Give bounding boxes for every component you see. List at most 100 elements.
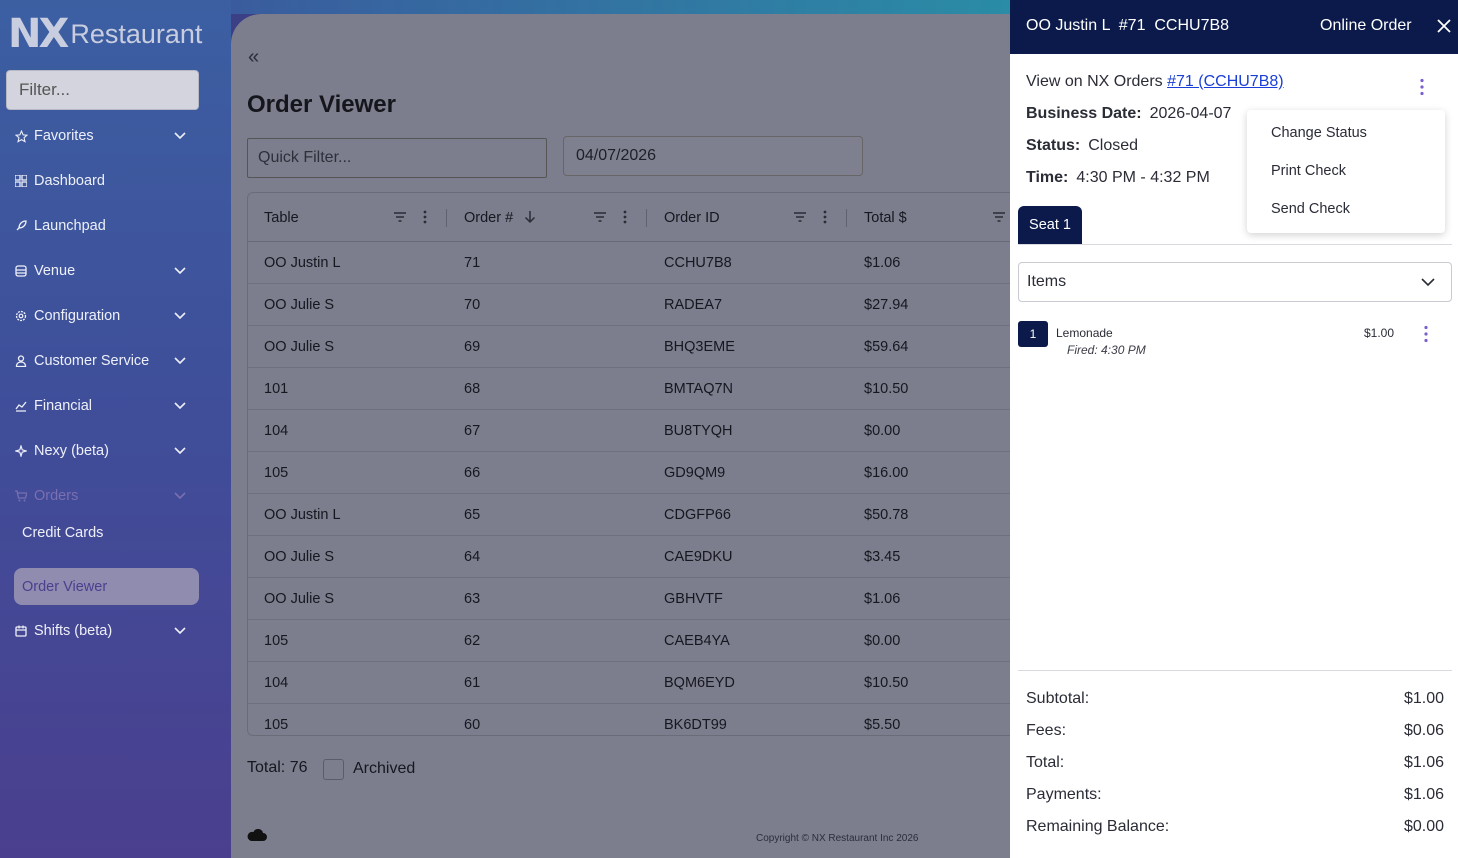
table-row[interactable]: 105 62 CAEB4YA $0.00 [248,620,1027,662]
column-header-total[interactable]: Total $ [864,209,907,226]
sidebar-item-configuration[interactable]: Configuration [0,298,231,334]
sidebar-item-order-viewer[interactable]: Order Viewer [14,568,199,605]
drawer-title: OO Justin L #71 CCHU7B8 [1026,17,1230,34]
sidebar-item-launchpad[interactable]: Launchpad [0,208,231,244]
column-separator[interactable] [646,209,647,227]
sidebar-item-nexy[interactable]: Nexy (beta) [0,433,231,469]
column-separator[interactable] [446,209,447,227]
cell-total: $0.00 [864,423,901,439]
close-icon[interactable] [1436,18,1452,34]
archived-label: Archived [353,760,416,777]
chevron-down-icon [174,357,186,365]
tab-seat-1[interactable]: Seat 1 [1018,206,1082,244]
archived-checkbox[interactable] [323,759,344,780]
app-logo[interactable]: NX Restaurant [8,14,202,54]
cell-order-number: 60 [464,717,481,733]
chevron-down-icon [174,447,186,455]
business-date-value: 2026-04-07 [1149,105,1232,122]
sidebar-item-label: Launchpad [34,218,106,234]
item-quantity: 1 [1018,321,1048,347]
sidebar-item-favorites[interactable]: Favorites [0,118,231,154]
table-row[interactable]: OO Julie S 64 CAE9DKU $3.45 [248,536,1027,578]
table-row[interactable]: OO Julie S 70 RADEA7 $27.94 [248,284,1027,326]
quick-filter-input[interactable]: Quick Filter... [247,138,547,178]
menu-item-print-check[interactable]: Print Check [1271,163,1346,179]
cell-total: $0.00 [864,633,901,649]
column-menu-icon[interactable] [418,210,432,224]
cell-order-number: 68 [464,381,481,397]
sidebar-item-orders[interactable]: Orders [0,478,231,514]
table-row[interactable]: OO Julie S 63 GBHVTF $1.06 [248,578,1027,620]
items-dropdown[interactable]: Items [1018,262,1452,302]
business-date-label: Business Date: [1026,105,1142,122]
menu-item-change-status[interactable]: Change Status [1271,125,1367,141]
summary-remaining-balance: Remaining Balance: $0.00 [1026,818,1444,836]
column-header-order-number[interactable]: Order # [464,209,514,226]
sidebar-item-financial[interactable]: Financial [0,388,231,424]
sidebar-item-credit-cards[interactable]: Credit Cards [22,525,104,541]
sidebar-item-label: Configuration [34,308,121,324]
cell-table: 105 [264,465,289,481]
cell-table: 105 [264,717,289,733]
column-separator[interactable] [846,209,847,227]
filter-icon[interactable] [793,210,807,224]
table-row[interactable]: 105 60 BK6DT99 $5.50 [248,704,1027,735]
column-header-table[interactable]: Table [264,209,299,226]
summary-value: $0.00 [1403,818,1444,835]
table-row[interactable]: 101 68 BMTAQ7N $10.50 [248,368,1027,410]
sidebar-item-label: Customer Service [34,353,150,369]
item-fired-time: Fired: 4:30 PM [1067,343,1146,357]
sidebar-item-venue[interactable]: Venue [0,253,231,289]
sidebar-item-customer-service[interactable]: Customer Service [0,343,231,379]
sort-desc-icon[interactable] [523,210,537,224]
summary-divider [1018,670,1452,671]
collapse-sidebar-icon[interactable]: « [248,46,260,68]
chevron-down-icon [174,267,186,275]
column-menu-icon[interactable] [618,210,632,224]
column-menu-icon[interactable] [818,210,832,224]
table-row[interactable]: OO Justin L 65 CDGFP66 $50.78 [248,494,1027,536]
sidebar-item-label: Venue [34,263,76,279]
star-icon [14,129,28,143]
table-row[interactable]: 104 61 BQM6EYD $10.50 [248,662,1027,704]
sidebar-item-dashboard[interactable]: Dashboard [0,163,231,199]
cell-order-id: BQM6EYD [664,675,735,691]
item-price: $1.00 [1364,326,1395,340]
date-picker[interactable]: 04/07/2026 [563,136,863,176]
cell-table: OO Justin L [264,255,341,271]
sidebar-item-label: Orders [34,488,79,504]
item-options-icon[interactable] [1423,325,1429,343]
table-row[interactable]: OO Justin L 71 CCHU7B8 $1.06 [248,242,1027,284]
more-options-icon[interactable] [1419,78,1425,96]
table-row[interactable]: 105 66 GD9QM9 $16.00 [248,452,1027,494]
status-value: Closed [1088,137,1139,154]
sidebar-item-shifts[interactable]: Shifts (beta) [0,613,231,649]
filter-icon[interactable] [593,210,607,224]
dashboard-icon [14,174,28,188]
summary-value: $1.06 [1403,786,1444,803]
column-header-order-id[interactable]: Order ID [664,209,720,226]
filter-icon[interactable] [393,210,407,224]
menu-item-send-check[interactable]: Send Check [1271,201,1350,217]
filter-icon[interactable] [992,210,1006,224]
sidebar-item-label: Financial [34,398,93,414]
summary-label: Remaining Balance: [1026,818,1170,835]
chevron-down-icon[interactable] [1420,275,1436,289]
view-prefix: View on NX Orders [1026,73,1163,90]
cell-order-number: 62 [464,633,481,649]
sidebar-item-label: Dashboard [34,173,105,189]
summary-label: Total: [1026,754,1065,771]
cell-table: 104 [264,423,289,439]
cell-total: $3.45 [864,549,901,565]
table-row[interactable]: 104 67 BU8TYQH $0.00 [248,410,1027,452]
cell-order-number: 66 [464,465,481,481]
cart-icon [14,489,28,503]
summary-total: Total: $1.06 [1026,754,1444,772]
logo-nx: NX [8,11,69,57]
sidebar-filter-input[interactable]: Filter... [6,70,199,110]
order-link[interactable]: #71 (CCHU7B8) [1167,73,1284,90]
table-row[interactable]: OO Julie S 69 BHQ3EME $59.64 [248,326,1027,368]
cell-order-number: 63 [464,591,481,607]
main-panel: « Order Viewer Quick Filter... 04/07/202… [231,14,1027,858]
status-label: Status: [1026,137,1081,154]
